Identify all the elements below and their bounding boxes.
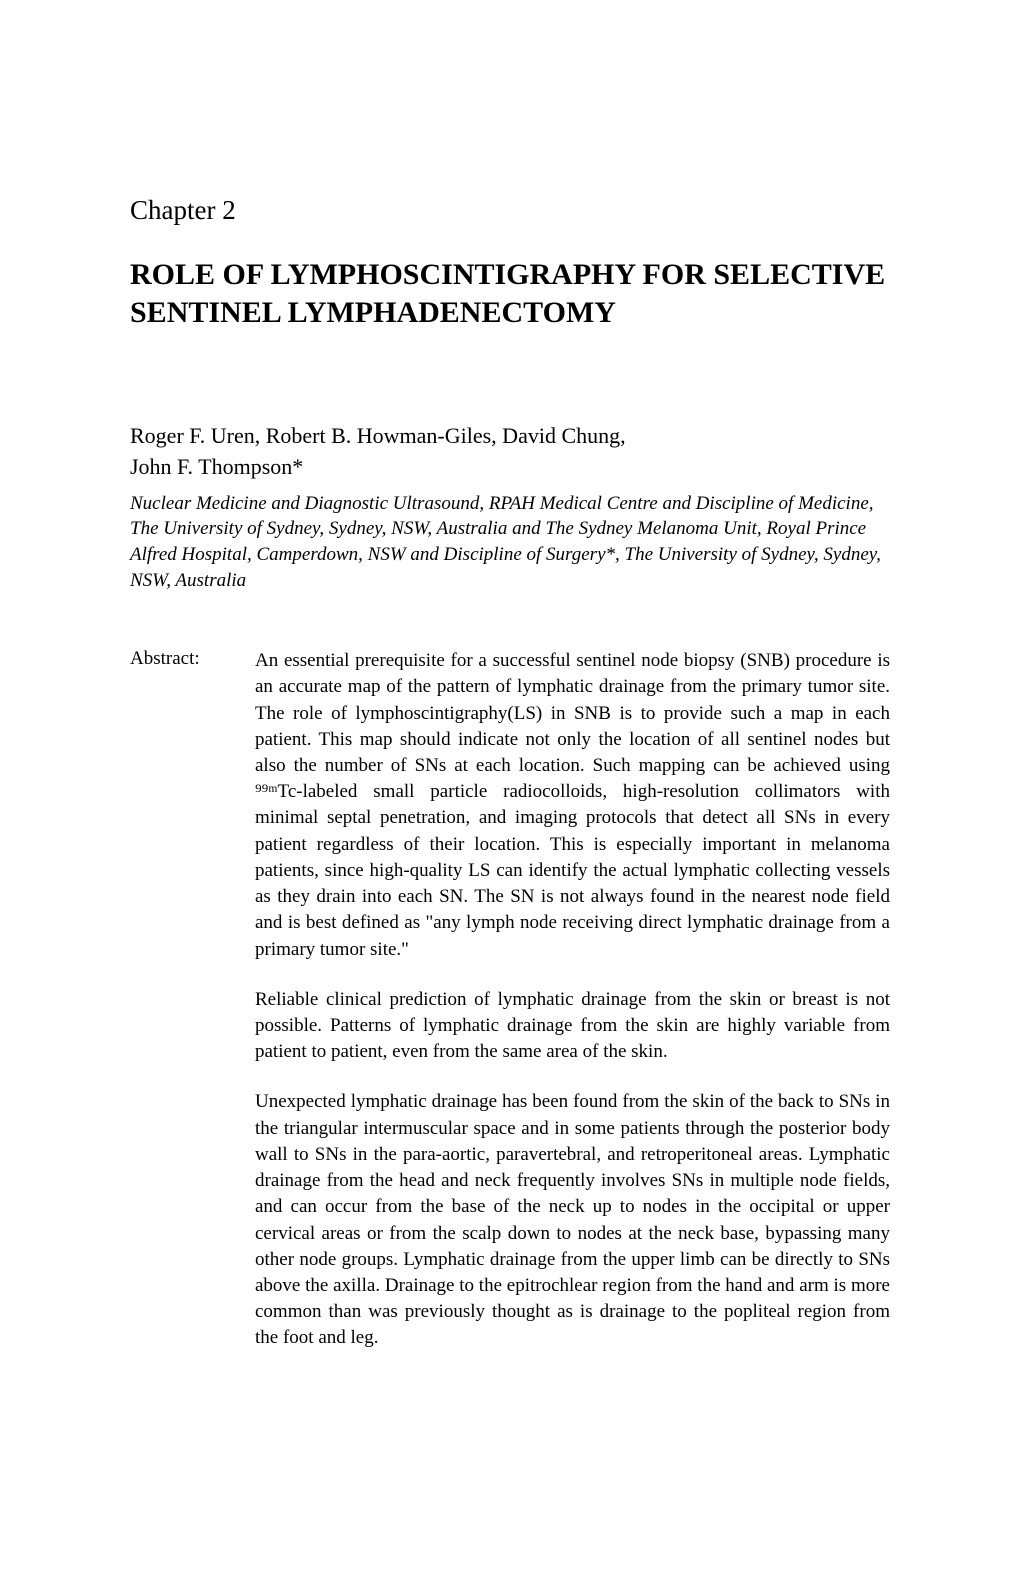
abstract-content: An essential prerequisite for a successf… xyxy=(255,648,890,1351)
abstract-section: Abstract: An essential prerequisite for … xyxy=(130,648,890,1351)
authors-line-2: John F. Thompson* xyxy=(130,452,890,483)
abstract-label: Abstract: xyxy=(130,648,255,670)
abstract-paragraph-2: Reliable clinical prediction of lymphati… xyxy=(255,987,890,1066)
abstract-paragraph-3: Unexpected lymphatic drainage has been f… xyxy=(255,1089,890,1351)
authors-line-1: Roger F. Uren, Robert B. Howman-Giles, D… xyxy=(130,421,890,452)
authors-block: Roger F. Uren, Robert B. Howman-Giles, D… xyxy=(130,421,890,483)
abstract-paragraph-1: An essential prerequisite for a successf… xyxy=(255,648,890,963)
chapter-title: ROLE OF LYMPHOSCINTIGRAPHY FOR SELECTIVE… xyxy=(130,256,890,331)
affiliation: Nuclear Medicine and Diagnostic Ultrasou… xyxy=(130,491,890,594)
chapter-label: Chapter 2 xyxy=(130,195,890,226)
